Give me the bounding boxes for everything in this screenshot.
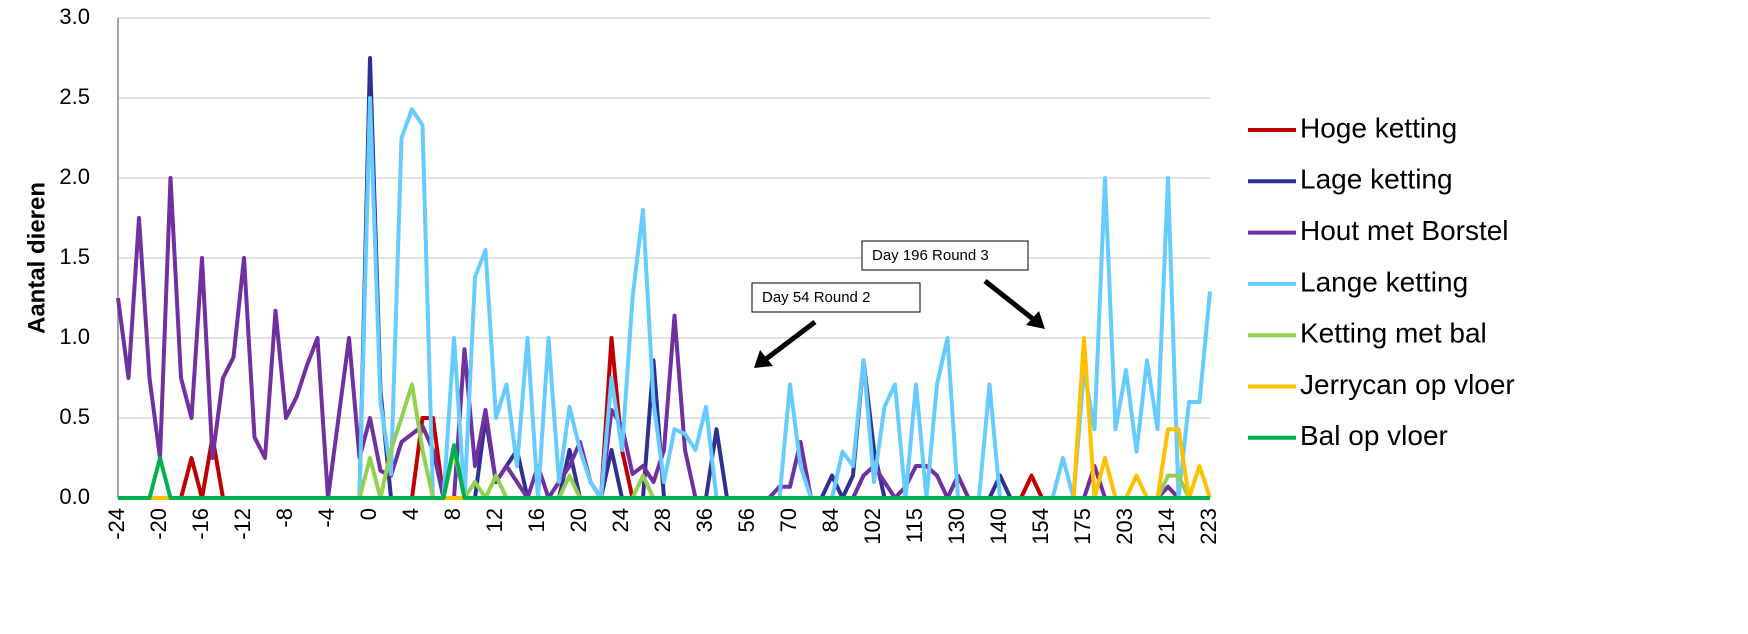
x-tick-label: 84 bbox=[818, 508, 843, 532]
x-tick-label: -16 bbox=[188, 508, 213, 540]
legend-label: Hoge ketting bbox=[1300, 112, 1457, 143]
legend-label: Ketting met bal bbox=[1300, 318, 1487, 349]
y-tick-label: 0.5 bbox=[59, 404, 90, 429]
x-tick-label: -8 bbox=[272, 508, 297, 528]
annotation-text: Day 196 Round 3 bbox=[872, 247, 989, 264]
x-tick-label: 28 bbox=[650, 508, 675, 532]
x-tick-label: 70 bbox=[776, 508, 801, 532]
x-tick-label: 175 bbox=[1070, 508, 1095, 545]
x-tick-label: 140 bbox=[986, 508, 1011, 545]
x-tick-label: 36 bbox=[692, 508, 717, 532]
x-tick-label: 154 bbox=[1028, 508, 1053, 545]
arrow-head bbox=[1026, 311, 1045, 329]
legend-label: Jerrycan op vloer bbox=[1300, 369, 1515, 400]
y-tick-label: 1.0 bbox=[59, 324, 90, 349]
x-tick-label: 20 bbox=[566, 508, 591, 532]
x-tick-label: 12 bbox=[482, 508, 507, 532]
annotation-1: Day 54 Round 2 bbox=[751, 282, 921, 368]
x-tick-label: 130 bbox=[944, 508, 969, 545]
annotation-arrow bbox=[983, 279, 1035, 321]
x-tick-label: 4 bbox=[398, 508, 423, 520]
annotation-box bbox=[751, 282, 921, 313]
annotation-box bbox=[861, 240, 1029, 271]
x-tick-label: -20 bbox=[146, 508, 171, 540]
x-tick-label: 24 bbox=[608, 508, 633, 532]
x-tick-label: 115 bbox=[902, 508, 927, 543]
x-tick-label: -24 bbox=[104, 508, 129, 540]
y-tick-label: 2.0 bbox=[59, 164, 90, 189]
annotation-arrow bbox=[764, 320, 817, 361]
legend-label: Bal op vloer bbox=[1300, 420, 1448, 451]
x-tick-label: -12 bbox=[230, 508, 255, 540]
arrow-head bbox=[754, 350, 773, 368]
y-axis-title: Aantal dieren bbox=[23, 182, 50, 334]
x-tick-label: 214 bbox=[1154, 508, 1179, 545]
legend-label: Lange ketting bbox=[1300, 266, 1468, 297]
y-tick-label: 1.5 bbox=[59, 244, 90, 269]
annotation-2: Day 196 Round 3 bbox=[861, 240, 1045, 329]
legend-label: Lage ketting bbox=[1300, 164, 1453, 195]
series-line bbox=[118, 443, 1210, 500]
legend: Hoge ketting Lage ketting Hout met Borstel… bbox=[1248, 112, 1515, 451]
y-tick-label: 2.5 bbox=[59, 84, 90, 109]
y-tick-label: 3.0 bbox=[59, 4, 90, 29]
legend-label: Hout met Borstel bbox=[1300, 215, 1509, 246]
x-tick-label: 8 bbox=[440, 508, 465, 520]
x-tick-label: 56 bbox=[734, 508, 759, 532]
x-tick-label: 16 bbox=[524, 508, 549, 532]
x-tick-label: 223 bbox=[1196, 508, 1221, 545]
x-tick-label: 0 bbox=[356, 508, 381, 520]
x-tick-label: 203 bbox=[1112, 508, 1137, 545]
x-tick-label: 102 bbox=[860, 508, 885, 545]
x-tick-label: -4 bbox=[314, 508, 339, 528]
y-tick-label: 0.0 bbox=[59, 484, 90, 509]
annotation-text: Day 54 Round 2 bbox=[762, 289, 870, 306]
